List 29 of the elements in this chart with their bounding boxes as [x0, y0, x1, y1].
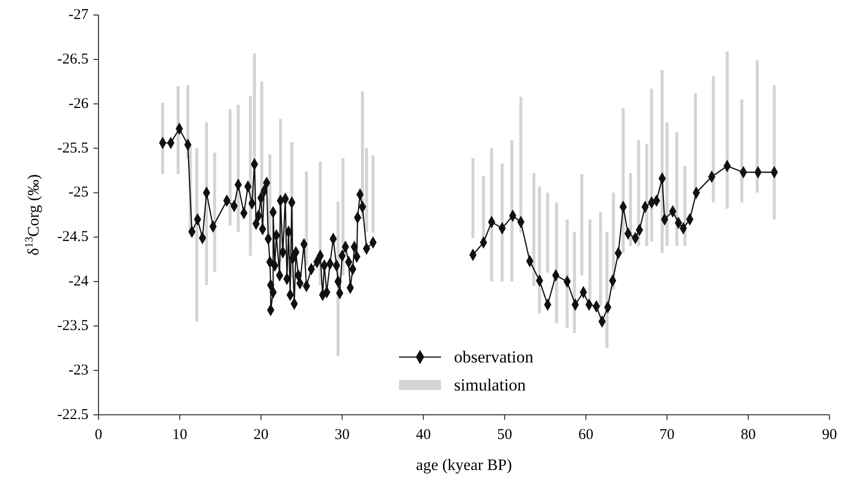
y-tick-label: -26	[68, 96, 89, 112]
x-tick-label: 60	[578, 426, 594, 443]
y-tick-label: -27	[68, 7, 89, 23]
y-tick-label: -23.5	[57, 318, 88, 334]
x-tick-label: 0	[94, 426, 102, 443]
y-tick-label: -24.5	[57, 229, 88, 246]
bar	[471, 158, 474, 238]
y-tick-label: -22.5	[57, 406, 88, 423]
legend-label: simulation	[454, 376, 526, 395]
y-tick-label: -25.5	[57, 140, 88, 156]
x-tick-label: 10	[172, 426, 188, 443]
x-tick-label: 30	[334, 426, 350, 443]
y-tick-label: -23	[68, 362, 88, 378]
y-tick-label: -26.5	[57, 51, 88, 68]
bar	[580, 174, 584, 276]
bar	[598, 212, 602, 306]
bar	[546, 192, 550, 273]
bar	[372, 155, 375, 233]
bar	[532, 173, 536, 286]
x-tick-label: 90	[822, 426, 837, 443]
x-tick-label: 70	[660, 426, 675, 443]
x-tick-label: 20	[253, 426, 268, 443]
x-tick-label: 50	[497, 426, 512, 443]
legend-label: observation	[454, 348, 534, 367]
x-tick-label: 40	[416, 426, 431, 443]
x-axis-title: age (kyear BP)	[416, 456, 512, 474]
y-tick-label: -24	[68, 274, 89, 290]
x-tick-label: 80	[740, 426, 756, 443]
y-tick-label: -25	[68, 184, 88, 201]
